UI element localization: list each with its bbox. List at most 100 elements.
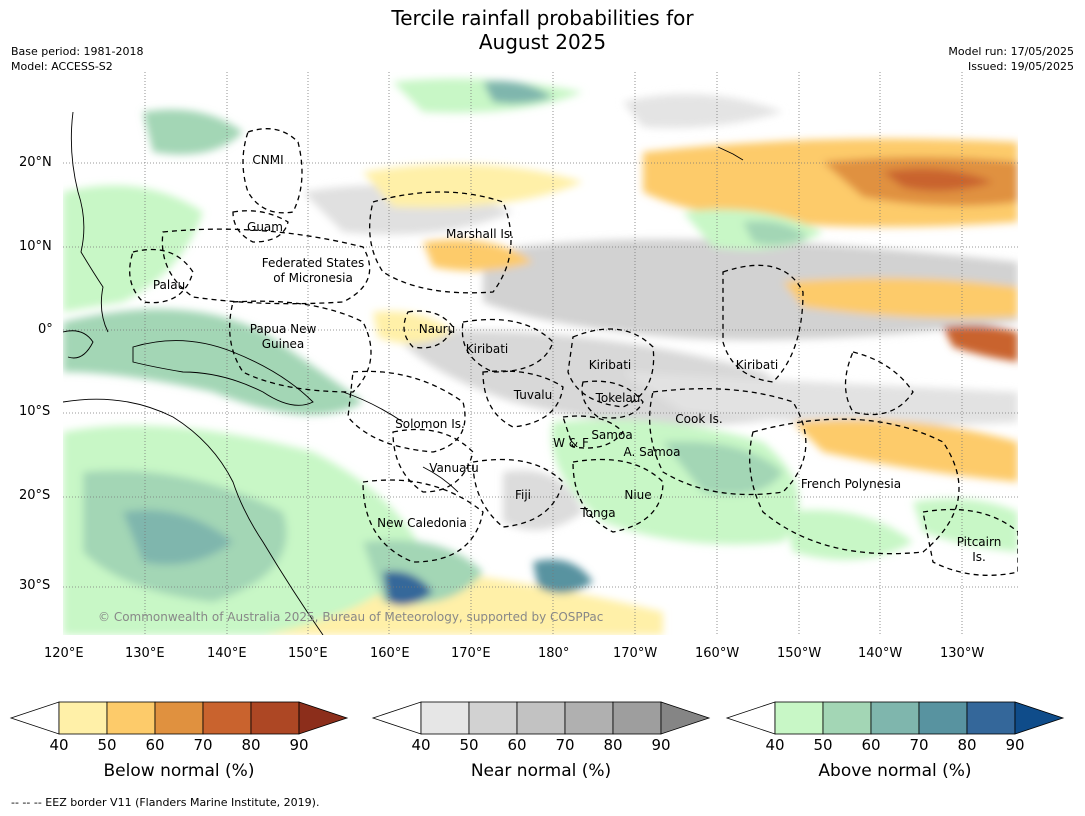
colorbar-segment (564, 701, 614, 735)
colorbar-tick-label: 90 (1005, 736, 1025, 754)
label-solomon: Solomon Is. (395, 417, 465, 431)
lat-label-20s: 20°S (19, 488, 51, 503)
colorbar-extend-high (660, 701, 711, 735)
copyright: © Commonwealth of Australia 2025, Bureau… (98, 610, 603, 624)
label-niue: Niue (624, 488, 651, 502)
eez-kiribati-central (567, 328, 655, 408)
model-name: Model: ACCESS-S2 (11, 60, 113, 73)
colorbar-segment (870, 701, 920, 735)
eez-samoa (562, 415, 624, 449)
eez-borders (129, 128, 1018, 576)
base-period: Base period: 1981-2018 (11, 45, 144, 58)
lon-label-180: 180° (538, 646, 570, 661)
map-svg: CNMI Guam Marshall Is. Federated States … (63, 72, 1018, 635)
colorbar-extend-low (725, 701, 776, 735)
meta-left: Base period: 1981-2018 Model: ACCESS-S2 (11, 44, 143, 74)
above-normal-band (143, 109, 243, 155)
above-normal-band (663, 441, 783, 495)
coastline-new-guinea (132, 340, 314, 406)
region-labels: CNMI Guam Marshall Is. Federated States … (153, 153, 1001, 564)
colorbars (9, 701, 1065, 735)
above-normal-band (743, 221, 808, 246)
map-title: Tercile rainfall probabilities for Augus… (0, 6, 1085, 54)
above-normal-band (533, 559, 593, 594)
lon-label-140w: 140°W (858, 646, 903, 661)
label-kiribati-west: Kiribati (466, 342, 508, 356)
label-samoa: Samoa (591, 428, 632, 442)
colorbar-segment (468, 701, 518, 735)
colorbar-segment (154, 701, 204, 735)
colorbar-segment (822, 701, 872, 735)
meta-right: Model run: 17/05/2025 Issued: 19/05/2025 (948, 44, 1074, 74)
eez-solomon (347, 370, 466, 453)
colorbar-tick-label: 40 (49, 736, 69, 754)
lon-label-140e: 140°E (207, 646, 247, 661)
coastline-australia (63, 398, 324, 635)
label-fsm-1: Federated States (262, 256, 364, 270)
label-palau: Palau (153, 278, 185, 292)
below-normal-band (793, 419, 1018, 482)
below-normal-band (363, 164, 583, 208)
label-pitcairn-2: Is. (972, 550, 986, 564)
colorbar-segment (250, 701, 300, 735)
colorbar-extend-high (1014, 701, 1065, 735)
below-normal-band (783, 278, 1018, 319)
map-area: CNMI Guam Marshall Is. Federated States … (63, 72, 1018, 635)
lon-label-150e: 150°E (288, 646, 328, 661)
label-tonga: Tonga (579, 506, 615, 520)
colorbar-segment (918, 701, 968, 735)
lat-label-30s: 30°S (19, 578, 51, 593)
colorbar-extend-low (371, 701, 422, 735)
below-normal-band (883, 168, 993, 191)
colorbar-extend-high (298, 701, 349, 735)
above-normal-band (913, 498, 1018, 552)
colorbar-segment (612, 701, 662, 735)
colorbar-tick-label: 70 (193, 736, 213, 754)
coastline-philippines (70, 111, 109, 333)
lon-label-130e: 130°E (125, 646, 165, 661)
lon-label-170e: 170°E (451, 646, 491, 661)
label-fsm-2: of Micronesia (273, 271, 353, 285)
near-normal-band (623, 372, 1018, 426)
lat-label-10n: 10°N (19, 239, 52, 254)
lon-label-120e: 120°E (44, 646, 84, 661)
lat-label-20n: 20°N (19, 155, 52, 170)
coastline-hawaii (717, 146, 744, 161)
colorbar-tick-label: 40 (411, 736, 431, 754)
colorbar-tick-label: 50 (97, 736, 117, 754)
eez-vanuatu (392, 428, 474, 493)
above-normal-band (63, 185, 203, 312)
colorbar-tick-label: 40 (765, 736, 785, 754)
below-normal-band (943, 325, 1018, 362)
eez-tuvalu (482, 370, 564, 428)
colorbar-segment (106, 701, 156, 735)
eez-fiji (472, 458, 564, 528)
colorbar-0 (9, 701, 349, 735)
title-line2: August 2025 (478, 30, 607, 54)
probability-field (63, 78, 1018, 635)
label-tokelau: Tokelau (595, 391, 641, 405)
colorbar-segment (58, 701, 108, 735)
eez-tokelau (581, 380, 644, 419)
label-cnmi: CNMI (252, 153, 283, 167)
label-vanuatu: Vanuatu (429, 461, 479, 475)
label-png-2: Guinea (262, 337, 305, 351)
eez-cnmi (242, 128, 303, 214)
above-normal-band (393, 78, 583, 113)
colorbar-tick-label: 90 (289, 736, 309, 754)
above-normal-band (783, 510, 913, 560)
lon-label-150w: 150°W (777, 646, 822, 661)
label-guam: Guam (247, 220, 283, 234)
lon-label-130w: 130°W (940, 646, 985, 661)
above-normal-band (383, 571, 433, 606)
label-asamoa: A. Samoa (624, 445, 681, 459)
colorbar-title-below: Below normal (%) (103, 761, 255, 781)
issued-date: Issued: 19/05/2025 (967, 60, 1074, 73)
label-kiribati-east: Kiribati (736, 358, 778, 372)
colorbar-tick-label: 80 (957, 736, 977, 754)
label-french-polynesia: French Polynesia (801, 477, 901, 491)
footnote-eez: -- -- -- EEZ border V11 (Flanders Marine… (11, 796, 320, 809)
label-cook: Cook Is. (675, 412, 722, 426)
eez-nauru (403, 310, 454, 349)
colorbar-segment (966, 701, 1016, 735)
